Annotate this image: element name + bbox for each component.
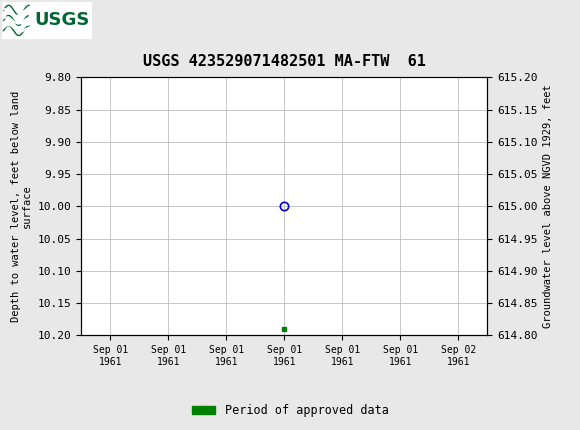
Y-axis label: Depth to water level, feet below land
surface: Depth to water level, feet below land su… — [10, 91, 32, 322]
Bar — [2, 2, 92, 39]
FancyBboxPatch shape — [3, 3, 78, 37]
Y-axis label: Groundwater level above NGVD 1929, feet: Groundwater level above NGVD 1929, feet — [543, 85, 553, 328]
Legend: Period of approved data: Period of approved data — [187, 399, 393, 422]
Text: USGS: USGS — [35, 12, 90, 29]
Title: USGS 423529071482501 MA-FTW  61: USGS 423529071482501 MA-FTW 61 — [143, 54, 426, 69]
Text: USGS: USGS — [3, 10, 81, 31]
